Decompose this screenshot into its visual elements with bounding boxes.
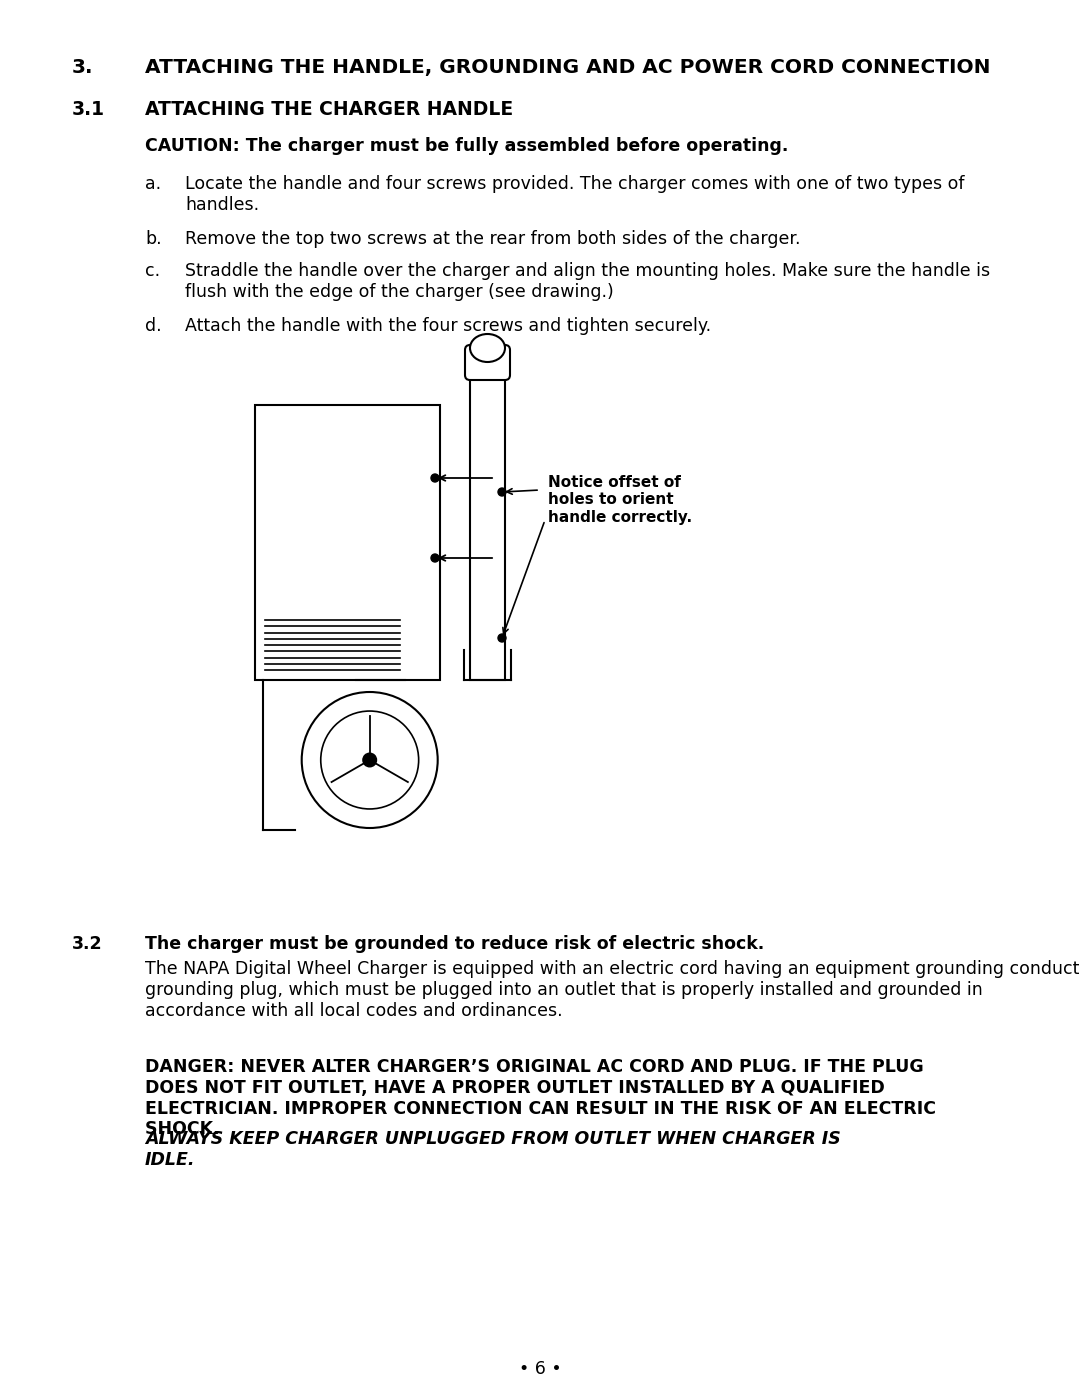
Ellipse shape (470, 334, 505, 362)
Text: ATTACHING THE HANDLE, GROUNDING AND AC POWER CORD CONNECTION: ATTACHING THE HANDLE, GROUNDING AND AC P… (145, 59, 990, 77)
Text: ALWAYS KEEP CHARGER UNPLUGGED FROM OUTLET WHEN CHARGER IS
IDLE.: ALWAYS KEEP CHARGER UNPLUGGED FROM OUTLE… (145, 1130, 840, 1169)
Text: Notice offset of
holes to orient
handle correctly.: Notice offset of holes to orient handle … (548, 475, 692, 525)
Text: 3.: 3. (72, 59, 94, 77)
Text: c.: c. (145, 263, 160, 279)
Bar (470, 370, 505, 680)
Text: d.: d. (145, 317, 162, 335)
Text: b.: b. (145, 231, 162, 249)
Text: • 6 •: • 6 • (518, 1361, 562, 1377)
Circle shape (498, 488, 507, 496)
Text: The NAPA Digital Wheel Charger is equipped with an electric cord having an equip: The NAPA Digital Wheel Charger is equipp… (145, 960, 1080, 1020)
Text: Remove the top two screws at the rear from both sides of the charger.: Remove the top two screws at the rear fr… (185, 231, 800, 249)
Circle shape (498, 634, 507, 643)
Text: CAUTION: The charger must be fully assembled before operating.: CAUTION: The charger must be fully assem… (145, 137, 788, 155)
Circle shape (301, 692, 437, 828)
Text: 3.2: 3.2 (72, 935, 103, 953)
Text: The charger must be grounded to reduce risk of electric shock.: The charger must be grounded to reduce r… (145, 935, 765, 953)
Circle shape (431, 474, 438, 482)
Text: Locate the handle and four screws provided. The charger comes with one of two ty: Locate the handle and four screws provid… (185, 175, 964, 214)
Circle shape (363, 753, 377, 767)
Text: DANGER: NEVER ALTER CHARGER’S ORIGINAL AC CORD AND PLUG. IF THE PLUG
DOES NOT FI: DANGER: NEVER ALTER CHARGER’S ORIGINAL A… (145, 1058, 936, 1139)
Circle shape (321, 711, 419, 809)
Text: 3.1: 3.1 (72, 101, 105, 119)
Text: Straddle the handle over the charger and align the mounting holes. Make sure the: Straddle the handle over the charger and… (185, 263, 990, 300)
Text: Attach the handle with the four screws and tighten securely.: Attach the handle with the four screws a… (185, 317, 711, 335)
Text: ATTACHING THE CHARGER HANDLE: ATTACHING THE CHARGER HANDLE (145, 101, 513, 119)
Circle shape (431, 555, 438, 562)
FancyBboxPatch shape (465, 345, 510, 380)
Bar (255, 405, 440, 680)
Text: a.: a. (145, 175, 161, 193)
